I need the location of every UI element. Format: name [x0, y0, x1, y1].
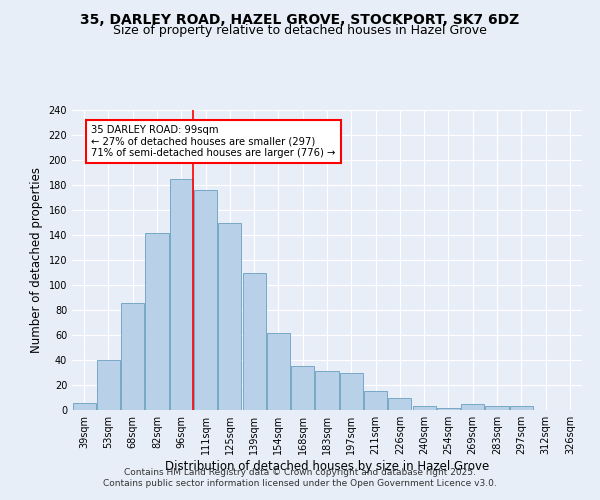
Bar — [340, 372, 363, 410]
Bar — [437, 408, 460, 410]
Bar — [97, 360, 120, 410]
Bar — [121, 302, 144, 410]
Bar — [218, 222, 241, 410]
Bar — [364, 391, 387, 410]
Bar — [267, 332, 290, 410]
Bar — [316, 371, 338, 410]
Bar — [388, 398, 412, 410]
Y-axis label: Number of detached properties: Number of detached properties — [30, 167, 43, 353]
Text: 35, DARLEY ROAD, HAZEL GROVE, STOCKPORT, SK7 6DZ: 35, DARLEY ROAD, HAZEL GROVE, STOCKPORT,… — [80, 12, 520, 26]
Text: 35 DARLEY ROAD: 99sqm
← 27% of detached houses are smaller (297)
71% of semi-det: 35 DARLEY ROAD: 99sqm ← 27% of detached … — [91, 125, 336, 158]
Bar — [73, 402, 95, 410]
Bar — [194, 190, 217, 410]
Text: Size of property relative to detached houses in Hazel Grove: Size of property relative to detached ho… — [113, 24, 487, 37]
Bar — [242, 272, 266, 410]
Bar — [145, 232, 169, 410]
Bar — [510, 406, 533, 410]
Bar — [291, 366, 314, 410]
Bar — [485, 406, 509, 410]
Bar — [413, 406, 436, 410]
Bar — [170, 179, 193, 410]
Bar — [461, 404, 484, 410]
X-axis label: Distribution of detached houses by size in Hazel Grove: Distribution of detached houses by size … — [165, 460, 489, 473]
Text: Contains HM Land Registry data © Crown copyright and database right 2025.
Contai: Contains HM Land Registry data © Crown c… — [103, 468, 497, 487]
